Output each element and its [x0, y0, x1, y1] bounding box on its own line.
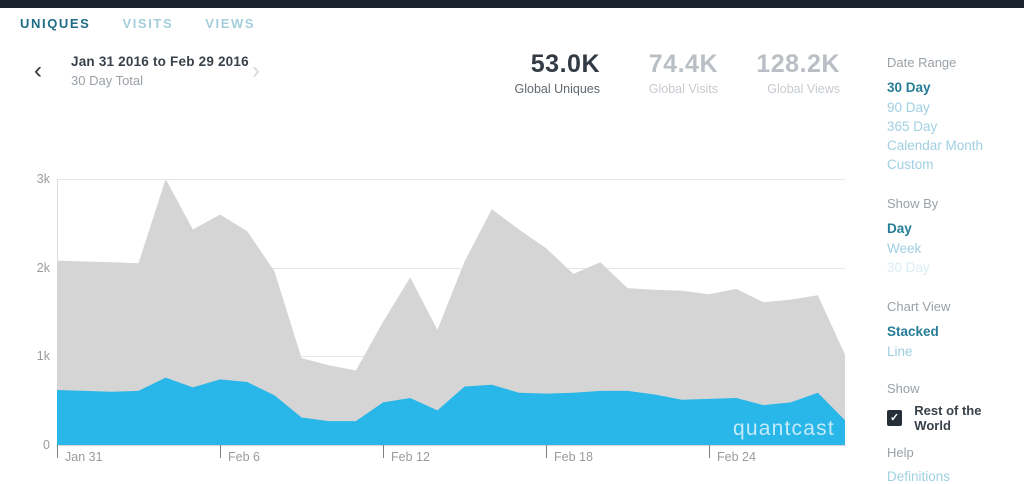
showby-option-30-day: 30 Day — [887, 260, 930, 275]
stat-global-views: 128.2K Global Views — [756, 50, 840, 96]
x-label-feb6: Feb 6 — [228, 450, 260, 464]
chart-view-section-title: Chart View — [887, 299, 951, 314]
x-axis-line — [57, 445, 846, 446]
date-range-header: Jan 31 2016 to Feb 29 2016 30 Day Total — [71, 54, 249, 88]
x-label-jan31: Jan 31 — [65, 450, 103, 464]
show-section-title: Show — [887, 381, 920, 396]
help-definitions-link[interactable]: Definitions — [887, 469, 951, 484]
date-range-section-title: Date Range — [887, 55, 957, 70]
daterange-option-90-day[interactable]: 90 Day — [887, 100, 930, 115]
x-tick-feb6 — [220, 445, 221, 458]
x-tick-feb18 — [546, 445, 547, 458]
gridline-2k — [57, 268, 845, 269]
showby-option-day[interactable]: Day — [887, 221, 912, 236]
rest-of-world-checkbox-row[interactable]: ✓ Rest of the World — [887, 403, 1017, 433]
chartview-option-line[interactable]: Line — [887, 344, 913, 359]
date-range-subtitle: 30 Day Total — [71, 73, 144, 88]
showby-option-week[interactable]: Week — [887, 241, 922, 256]
next-period-chevron-icon[interactable]: › — [252, 57, 260, 84]
tab-visits[interactable]: VISITS — [122, 16, 174, 31]
x-label-feb18: Feb 18 — [554, 450, 593, 464]
rest-of-world-label: Rest of the World — [914, 403, 982, 433]
checkbox-checked-icon[interactable]: ✓ — [887, 410, 903, 426]
daterange-option-custom[interactable]: Custom — [887, 157, 934, 172]
stat-value: 53.0K — [530, 50, 600, 78]
daterange-option-calendar-month[interactable]: Calendar Month — [887, 138, 984, 153]
y-tick-3k: 3k — [36, 172, 50, 186]
stat-label: Global Visits — [648, 82, 718, 96]
quantcast-watermark: quantcast — [733, 417, 835, 440]
tab-uniques[interactable]: UNIQUES — [20, 16, 91, 31]
gridline-3k — [57, 179, 845, 180]
chartview-option-stacked[interactable]: Stacked — [887, 324, 939, 339]
stat-global-uniques: 53.0K Global Uniques — [515, 50, 600, 96]
area-uniques — [57, 377, 845, 445]
stat-label: Global Views — [767, 82, 840, 96]
x-label-feb24: Feb 24 — [717, 450, 756, 464]
y-tick-0: 0 — [43, 438, 50, 452]
stat-value: 128.2K — [756, 50, 840, 78]
stat-value: 74.4K — [648, 50, 718, 78]
stacked-area-chart[interactable]: quantcast — [57, 170, 845, 445]
tab-views[interactable]: VIEWS — [205, 16, 256, 31]
stat-global-visits: 74.4K Global Visits — [649, 50, 718, 96]
daterange-option-30-day[interactable]: 30 Day — [887, 80, 931, 95]
date-range-title: Jan 31 2016 to Feb 29 2016 — [71, 54, 249, 69]
help-section-title: Help — [887, 445, 914, 460]
x-label-feb12: Feb 12 — [391, 450, 430, 464]
x-tick-feb12 — [383, 445, 384, 458]
daterange-option-365-day[interactable]: 365 Day — [887, 119, 938, 134]
y-tick-1k: 1k — [36, 349, 50, 363]
x-tick-jan31 — [57, 445, 58, 458]
area-rest-of-world — [57, 179, 845, 445]
show-by-section-title: Show By — [887, 196, 939, 211]
prev-period-chevron-icon[interactable]: ‹ — [34, 57, 42, 84]
top-bar — [0, 0, 1024, 8]
metric-tabs: UNIQUES VISITS VIEWS — [20, 16, 255, 31]
chart-areas — [57, 179, 845, 445]
stat-label: Global Uniques — [514, 82, 600, 96]
x-tick-feb24 — [709, 445, 710, 458]
y-tick-2k: 2k — [36, 261, 50, 275]
